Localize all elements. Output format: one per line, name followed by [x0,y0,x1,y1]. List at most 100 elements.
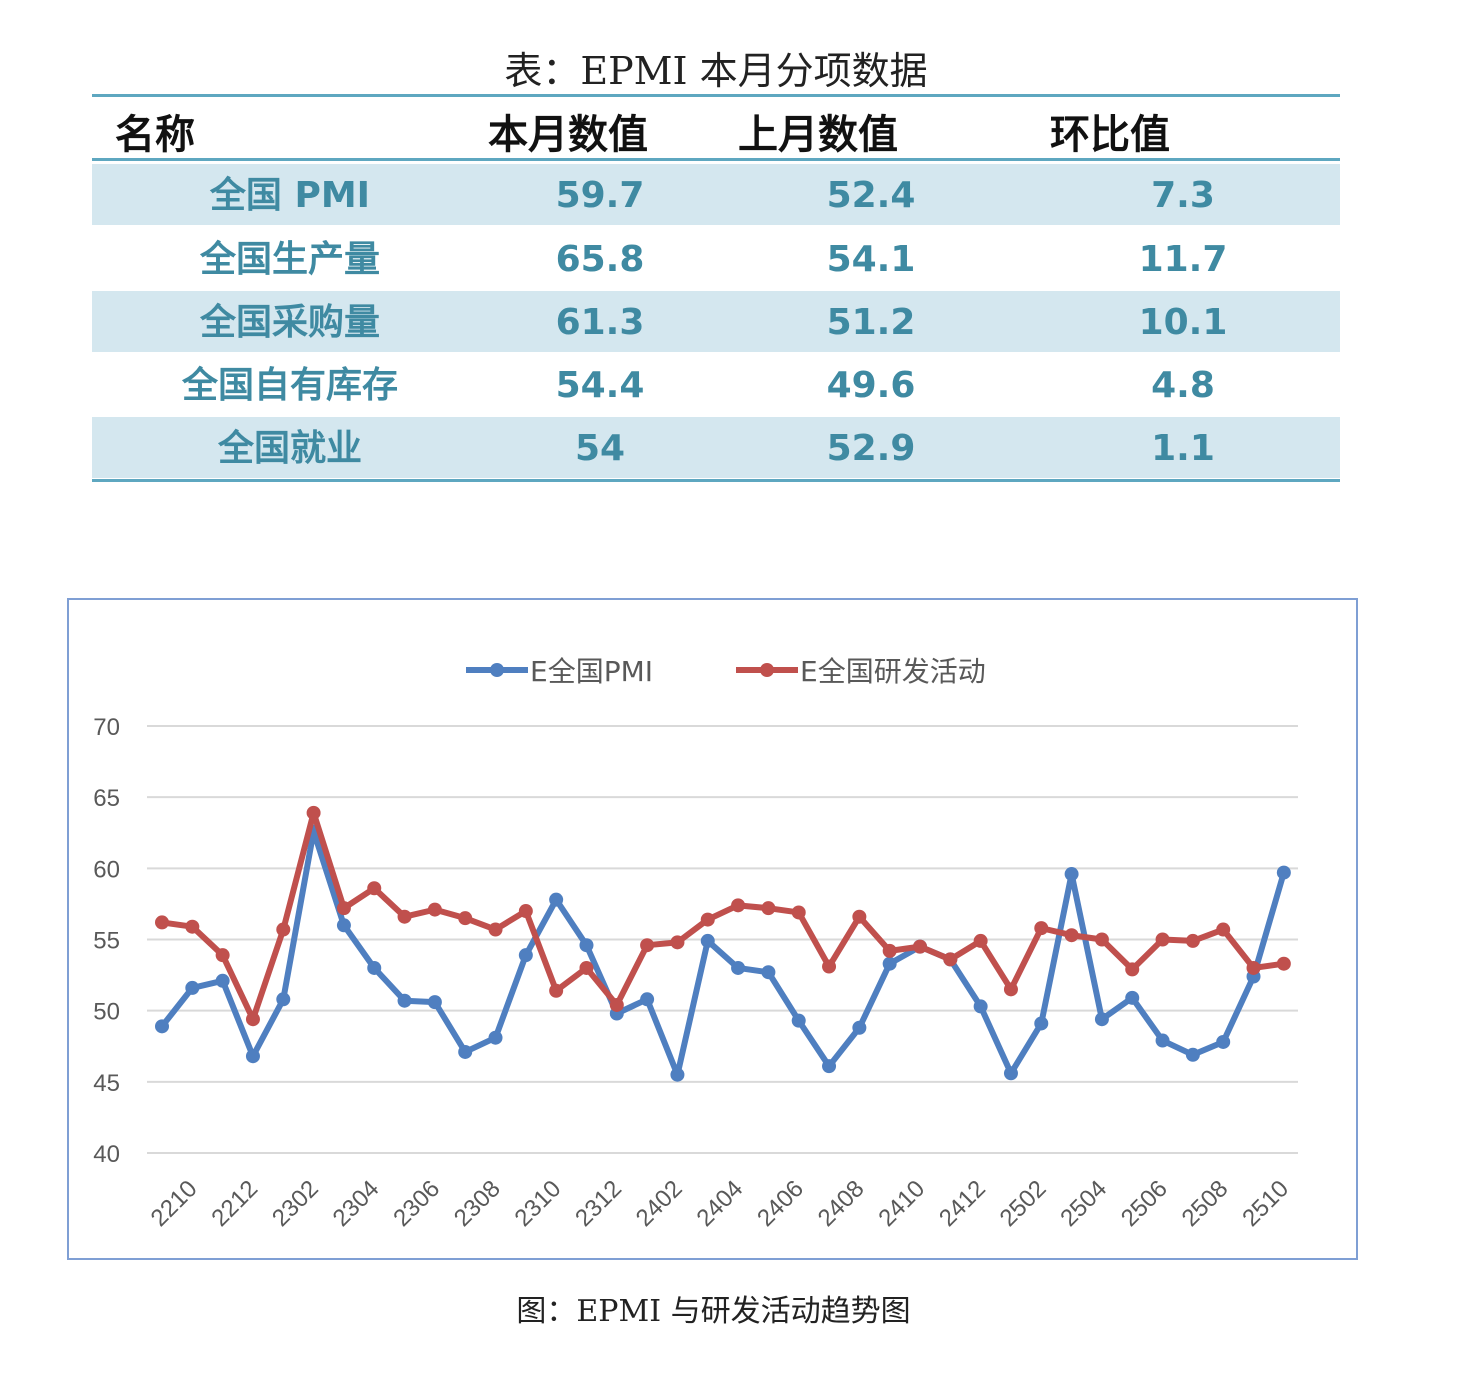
row-current: 54.4 [555,365,645,406]
data-point [336,918,351,933]
x-tick-label: 2510 [1237,1175,1294,1232]
data-point [185,980,200,995]
data-point [155,1019,169,1034]
x-tick-label: 2310 [510,1175,567,1232]
row-mom: 4.8 [1151,365,1215,406]
row-previous: 51.2 [826,302,916,343]
data-point [700,933,715,948]
data-point [640,992,655,1007]
x-tick-label: 2506 [1116,1175,1173,1232]
data-point [185,919,200,934]
table-title: 表：EPMI 本月分项数据 [504,49,928,93]
data-point [1003,982,1018,997]
header-mom: 环比值 [1050,112,1170,158]
data-point [215,973,230,988]
data-point [1094,932,1109,947]
x-tick-label: 2408 [813,1175,870,1232]
data-point [1155,932,1170,947]
row-name: 全国自有库存 [181,365,398,406]
x-tick-label: 2412 [934,1175,991,1232]
data-point [882,956,897,971]
data-point [488,1030,503,1045]
data-point [1276,865,1291,880]
header-current: 本月数值 [488,112,648,158]
legend-marker-icon [490,663,504,677]
y-tick-label: 45 [93,1070,120,1097]
data-point [549,983,564,998]
table-row: 全国就业 54 52.9 1.1 [92,417,1340,478]
x-tick-label: 2212 [206,1175,263,1232]
data-point [700,912,715,927]
data-point [761,965,776,980]
data-point [670,935,685,950]
data-point [882,943,897,958]
data-point [579,960,594,975]
data-point [852,1020,867,1035]
data-point [822,959,837,974]
x-tick-label: 2302 [267,1175,324,1232]
chart-frame [67,598,1358,1260]
data-point [822,1059,837,1074]
x-tick-label: 2406 [752,1175,809,1232]
header-rule [92,158,1340,161]
data-point [367,960,382,975]
row-name: 全国采购量 [199,302,380,343]
legend-label: E全国PMI [530,655,653,688]
row-previous: 49.6 [826,365,916,406]
data-point [488,922,503,937]
data-point [913,939,927,954]
series-line-pmi [159,828,1287,1078]
table-top-rule [92,94,1340,97]
data-point [1155,1033,1170,1048]
row-name: 全国生产量 [199,239,380,280]
data-point [1216,1034,1231,1049]
row-current: 54 [574,428,626,469]
data-point [1034,1016,1049,1031]
data-point [245,1012,260,1027]
y-tick-label: 70 [93,714,120,741]
data-point [458,1044,473,1059]
y-tick-label: 50 [93,999,120,1026]
data-point [1064,867,1079,882]
data-point [458,911,473,926]
y-tick-label: 55 [93,928,120,955]
x-tick-label: 2402 [631,1175,688,1232]
table-row: 全国 PMI 59.7 52.4 7.3 [92,164,1340,225]
data-point [973,933,988,948]
data-point [761,901,776,916]
chart-caption: 图：EPMI 与研发活动趋势图 [516,1294,911,1329]
data-point [791,1013,806,1028]
x-tick-label: 2312 [570,1175,627,1232]
x-tick-label: 2306 [388,1175,445,1232]
data-point [1276,956,1291,971]
legend-label: E全国研发活动 [800,655,986,688]
data-point [215,948,230,963]
data-point [1034,921,1049,936]
row-previous: 54.1 [826,239,916,280]
data-point [973,999,988,1014]
row-mom: 1.1 [1151,428,1215,469]
data-point [1185,1047,1200,1062]
row-previous: 52.4 [826,175,916,216]
data-point [1064,928,1079,943]
y-tick-label: 40 [93,1141,120,1168]
x-tick-label: 2508 [1177,1175,1234,1232]
x-tick-label: 2308 [449,1175,506,1232]
table-row: 全国采购量 61.3 51.2 10.1 [92,291,1340,352]
data-point [245,1049,260,1064]
x-tick-label: 2210 [146,1175,203,1232]
row-name: 全国就业 [217,428,362,469]
data-point [1125,962,1140,977]
data-point [427,902,442,917]
row-name: 全国 PMI [209,175,371,216]
table-bottom-rule [92,479,1340,482]
data-point [1185,933,1200,948]
data-point [336,901,351,916]
row-mom: 10.1 [1138,302,1228,343]
row-current: 61.3 [555,302,645,343]
legend-marker-icon [760,663,774,677]
series-line-rd-activity [161,809,1285,1023]
data-point [549,892,564,907]
data-point [397,909,412,924]
